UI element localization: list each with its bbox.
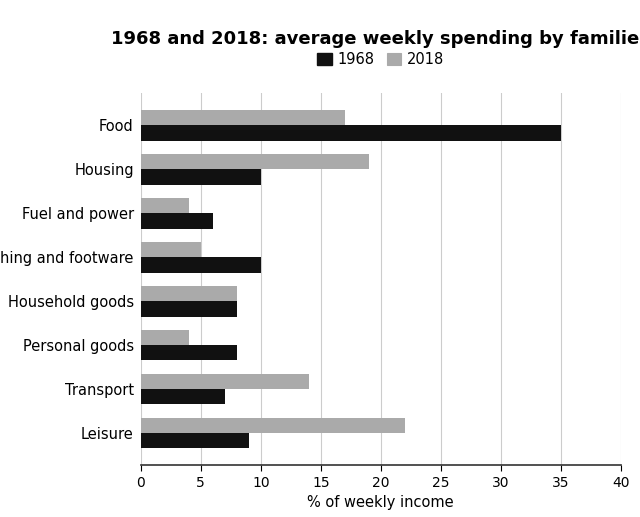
Bar — [141, 301, 237, 316]
X-axis label: % of weekly income: % of weekly income — [307, 495, 454, 510]
Bar — [141, 125, 561, 141]
Bar — [141, 213, 212, 229]
Bar — [141, 286, 237, 301]
Bar — [141, 418, 405, 433]
Bar — [141, 110, 345, 125]
Bar — [141, 242, 201, 257]
Bar — [141, 154, 369, 169]
Bar — [141, 433, 249, 448]
Bar — [141, 345, 237, 360]
Bar — [141, 198, 189, 213]
Title: 1968 and 2018: average weekly spending by families: 1968 and 2018: average weekly spending b… — [111, 31, 640, 49]
Bar — [141, 389, 225, 404]
Bar — [141, 257, 261, 272]
Bar — [141, 169, 261, 185]
Bar — [141, 330, 189, 345]
Bar — [141, 374, 309, 389]
Legend: 1968, 2018: 1968, 2018 — [317, 52, 444, 67]
